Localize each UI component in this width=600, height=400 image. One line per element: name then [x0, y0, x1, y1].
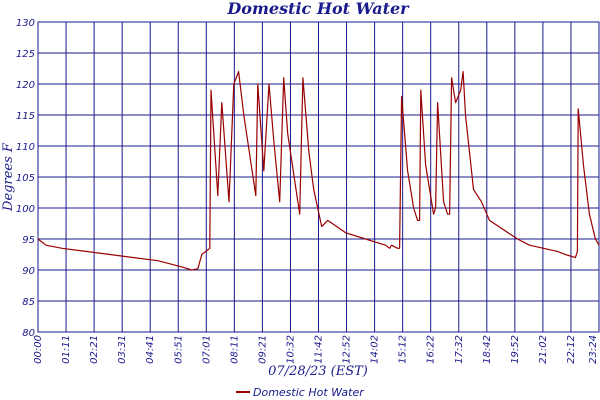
y-tick-label: 115: [16, 111, 35, 122]
x-tick-label: 04:41: [145, 335, 156, 364]
x-tick-label: 02:21: [89, 335, 100, 364]
x-tick-label: 23:24: [588, 335, 599, 364]
x-tick-label: 08:11: [229, 335, 240, 364]
chart-title: Domestic Hot Water: [226, 0, 410, 18]
x-tick-label: 01:11: [61, 335, 72, 364]
x-tick-label: 05:51: [173, 335, 184, 364]
x-axis-ticks: 00:00 01:11 02:21 03:31 04:41 05:51 07:01 08:11…: [33, 335, 599, 364]
y-tick-label: 90: [22, 266, 35, 277]
y-tick-label: 120: [16, 80, 35, 91]
plot-area: [37, 21, 600, 333]
y-tick-label: 85: [22, 297, 35, 308]
y-tick-label: 110: [16, 142, 35, 153]
y-tick-label: 105: [16, 173, 35, 184]
legend: Domestic Hot Water: [236, 386, 365, 399]
grid-lines: [37, 21, 600, 333]
x-tick-label: 00:00: [33, 335, 44, 364]
series-line-domestic-hot-water: [37, 70, 600, 271]
x-tick-label: 21:02: [538, 335, 549, 364]
x-tick-label: 10:32: [285, 335, 296, 364]
x-tick-label: 18:42: [482, 335, 493, 364]
x-tick-label: 14:02: [370, 335, 381, 364]
x-tick-label: 19:52: [510, 335, 521, 364]
y-tick-label: 125: [16, 49, 35, 60]
x-tick-label: 12:52: [342, 335, 353, 364]
y-tick-label: 95: [22, 235, 35, 246]
y-tick-label: 80: [22, 328, 35, 339]
x-tick-label: 15:12: [398, 335, 409, 364]
x-tick-label: 17:32: [454, 335, 465, 364]
x-tick-label: 11:42: [314, 335, 325, 364]
x-axis-label: 07/28/23 (EST): [268, 364, 368, 379]
y-tick-label: 130: [16, 18, 35, 29]
x-tick-label: 03:31: [117, 335, 128, 364]
series-layer: [37, 70, 600, 271]
y-axis-label: Degrees F: [1, 142, 16, 212]
y-axis-ticks: 80 85 90 95 100 105 110 115 120 125 130: [16, 18, 35, 339]
legend-label: Domestic Hot Water: [253, 386, 365, 399]
x-tick-label: 09:21: [257, 335, 268, 364]
x-tick-label: 16:22: [426, 335, 437, 364]
x-tick-label: 07:01: [201, 335, 212, 364]
x-tick-label: 22:12: [566, 335, 577, 364]
y-tick-label: 100: [16, 204, 35, 215]
